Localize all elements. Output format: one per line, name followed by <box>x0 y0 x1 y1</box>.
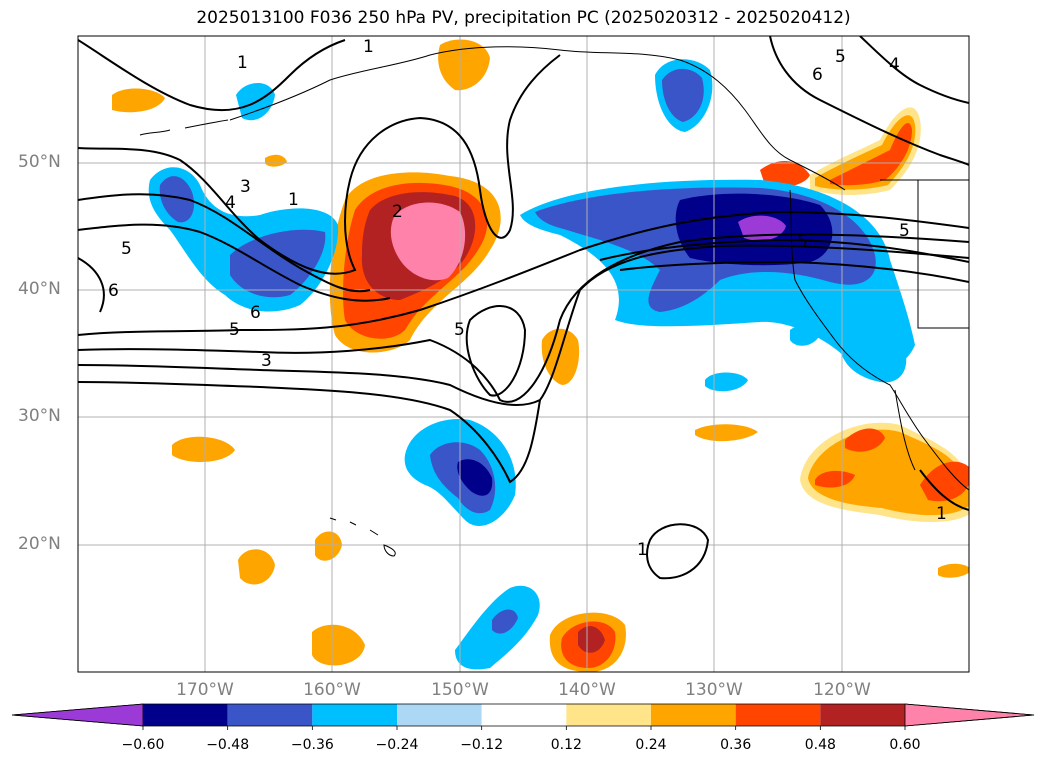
colorbar-tick-label: 0.60 <box>889 737 921 753</box>
colorbar-tick-label: −0.60 <box>121 737 165 753</box>
contour-label-group: 1 1 2 3 3 4 5 5 5 6 6 1 5 6 4 5 5 1 1 <box>108 37 947 560</box>
colorbar-segment <box>312 704 397 726</box>
contour-label: 5 <box>454 320 465 340</box>
lat-label: 20°N <box>18 534 61 554</box>
contour-label: 5 <box>229 320 240 340</box>
contour-label: 6 <box>108 281 119 301</box>
contour-label: 6 <box>250 303 261 323</box>
colorbar-segment <box>227 704 313 726</box>
lat-label: 50°N <box>18 152 61 172</box>
precip-positive-shading <box>112 39 969 672</box>
colorbar-tick-label: −0.36 <box>290 737 334 753</box>
colorbar-tick-label: −0.48 <box>206 737 250 753</box>
contour-label: 3 <box>261 351 272 371</box>
colorbar-segment <box>143 704 228 726</box>
colorbar-tick-label: 0.48 <box>804 737 836 753</box>
graticule <box>78 36 969 672</box>
colorbar-segment <box>566 704 651 726</box>
lat-label: 30°N <box>18 406 61 426</box>
contour-label: 5 <box>797 232 808 252</box>
colorbar-segment <box>481 704 567 726</box>
lon-label: 130°W <box>685 680 743 700</box>
contour-label: 4 <box>225 193 236 213</box>
contour-label: 2 <box>392 202 403 222</box>
lon-label: 150°W <box>431 680 489 700</box>
colorbar-tick-label: −0.24 <box>375 737 419 753</box>
colorbar-segment <box>820 704 905 726</box>
lon-label: 140°W <box>558 680 616 700</box>
colorbar-extend-low <box>11 703 144 727</box>
colorbar-segment <box>397 704 482 726</box>
contour-label: 1 <box>936 504 947 524</box>
colorbar-segment <box>735 704 821 726</box>
colorbar-tick-label: 0.12 <box>550 737 582 753</box>
contour-label: 3 <box>240 177 251 197</box>
colorbar-tick-label: 0.36 <box>720 737 752 753</box>
contour-label: 5 <box>835 47 846 67</box>
precip-negative-shading <box>148 59 915 670</box>
contour-label: 1 <box>363 37 374 57</box>
coastlines <box>139 46 969 557</box>
map-title: 2025013100 F036 250 hPa PV, precipitatio… <box>196 8 851 28</box>
map-frame <box>77 35 970 673</box>
pv-contours <box>78 36 969 580</box>
contour-label: 1 <box>237 53 248 73</box>
lat-label: 40°N <box>18 279 61 299</box>
colorbar-tick-label: 0.24 <box>635 737 667 753</box>
colorbar-segment <box>651 704 736 726</box>
lon-label: 120°W <box>813 680 871 700</box>
contour-label: 1 <box>288 190 299 210</box>
contour-label: 4 <box>889 55 900 75</box>
lon-label: 170°W <box>176 680 234 700</box>
lon-label: 160°W <box>303 680 361 700</box>
contour-label: 6 <box>812 65 823 85</box>
colorbar-tick-label: −0.12 <box>460 737 504 753</box>
contour-label: 1 <box>637 540 648 560</box>
contour-label: 5 <box>121 239 132 259</box>
contour-label: 5 <box>899 221 910 241</box>
colorbar <box>11 703 1035 730</box>
colorbar-extend-high <box>904 703 1035 727</box>
